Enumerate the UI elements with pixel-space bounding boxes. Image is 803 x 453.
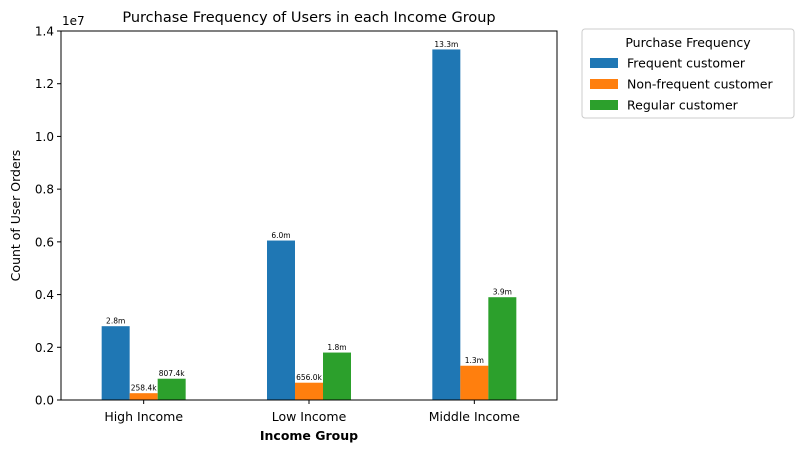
bar-value-label: 6.0m [271,231,290,240]
bar-non-frequent-customer [460,365,489,400]
legend-swatch [590,100,618,110]
bar-value-label: 656.0k [296,373,322,382]
x-tick-label: Low Income [272,409,347,424]
bar-regular-customer [323,352,351,400]
bar-value-label: 2.8m [106,317,125,326]
chart-title: Purchase Frequency of Users in each Inco… [122,10,495,26]
y-tick-label: 1.0 [35,130,54,144]
legend-title: Purchase Frequency [625,35,751,50]
y-tick-label: 0.4 [35,288,54,302]
y-tick-label: 1.2 [35,77,54,91]
bar-value-label: 13.3m [434,40,458,49]
y-axis-label: Count of User Orders [8,150,23,282]
x-tick-label: High Income [104,409,183,424]
legend-entry-label: Non-frequent customer [627,77,773,92]
legend-entry-label: Regular customer [627,98,739,113]
bar-frequent-customer [267,240,295,400]
legend-entry-label: Frequent customer [627,56,746,71]
bar-non-frequent-customer [295,382,323,400]
y-tick-label: 1.4 [35,25,54,39]
x-tick-label: Middle Income [429,409,521,424]
x-axis-label: Income Group [260,428,358,443]
bar-value-label: 1.3m [465,356,484,365]
bar-value-label: 258.4k [131,384,157,393]
legend-swatch [590,79,618,89]
bar-regular-customer [488,297,517,400]
bar-value-label: 807.4k [159,369,185,378]
x-axis-ticks: High Income Low Income Middle Income [104,400,520,424]
bar-regular-customer [157,378,186,400]
y-tick-label: 0.6 [35,235,54,249]
bar-value-label: 1.8m [327,343,346,352]
y-tick-label: 0.8 [35,183,54,197]
y-tick-label: 0.0 [35,394,54,408]
bars [101,49,517,400]
legend: Purchase Frequency Frequent customer Non-… [581,28,795,119]
y-axis-offset-label: 1e7 [62,14,85,28]
y-tick-label: 0.2 [35,341,54,355]
y-axis-ticks: 0.0 0.2 0.4 0.6 0.8 1.0 1.2 1.4 [35,25,61,408]
plot-area-frame [60,30,558,401]
bar-frequent-customer [101,326,130,400]
legend-swatch [590,58,618,68]
legend-box [581,28,795,119]
bar-value-label: 3.9m [493,288,512,297]
bar-frequent-customer [432,49,461,400]
bar-non-frequent-customer [129,393,158,400]
